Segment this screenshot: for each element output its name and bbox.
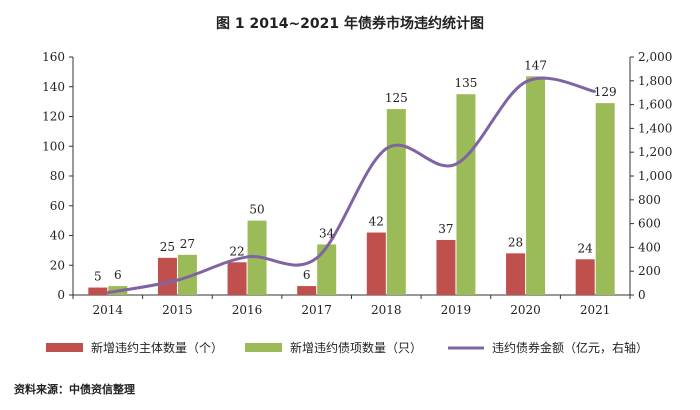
left-tick-label: 120 [42,110,65,124]
bar-new-defaulted-issues [177,254,197,295]
right-tick-label: 1,800 [638,74,672,88]
data-label-issues: 50 [249,203,264,217]
data-label-issues: 125 [385,91,408,105]
line-point-default-amount [106,291,109,294]
x-tick-label: 2015 [162,303,193,317]
left-tick-label: 160 [42,50,65,64]
line-point-default-amount [315,257,318,260]
x-tick-label: 2017 [301,303,332,317]
line-point-default-amount [524,80,527,83]
left-tick-label: 140 [42,80,65,94]
legend-swatch-issues [245,343,282,352]
data-label-entities: 25 [160,240,175,254]
data-label-entities: 28 [508,235,523,249]
line-default-amount [107,76,596,295]
bar-new-defaulted-issues [456,94,476,295]
right-tick-label: 400 [638,240,661,254]
legend-label-entities: 新增违约主体数量（个） [91,340,223,355]
right-tick-label: 1,600 [638,98,672,112]
axes [72,57,631,296]
bars [88,76,615,296]
source-note: 资料来源：中债资信整理 [14,382,135,396]
x-tick-label: 2021 [580,303,611,317]
left-tick-label: 100 [42,139,65,153]
left-axis-ticks: 0 20 40 60 80 100 120 140 160 [42,50,73,302]
data-label-entities: 42 [369,215,384,229]
x-axis-ticks: 2014 2015 2016 2017 2018 2019 2020 2021 [72,295,631,317]
x-tick-label: 2020 [510,303,541,317]
x-tick-label: 2018 [371,303,402,317]
line-point-default-amount [246,255,249,258]
bar-new-defaulted-issues [526,76,546,296]
bar-new-defaulted-entities [88,287,108,295]
data-label-issues: 27 [180,237,195,251]
x-tick-label: 2019 [441,303,472,317]
data-label-issues: 135 [454,76,477,90]
bar-new-defaulted-entities [157,257,177,295]
x-tick-label: 2014 [93,303,124,317]
data-label-entities: 6 [303,268,311,282]
line-point-default-amount [454,163,457,166]
right-tick-label: 1,400 [638,121,672,135]
line-series [106,76,597,295]
left-tick-label: 60 [50,199,65,213]
right-tick-label: 1,000 [638,169,672,183]
bar-new-defaulted-entities [227,262,247,295]
right-tick-label: 800 [638,193,661,207]
left-tick-label: 0 [57,288,65,302]
data-label-issues: 6 [114,268,122,282]
legend-swatch-entities [46,343,83,352]
data-label-issues: 129 [594,85,617,99]
left-tick-label: 20 [50,258,65,272]
right-axis-ticks: 0 200 400 600 800 1,000 1,200 1,400 1,600 1,800 2,… [630,50,672,302]
bar-new-defaulted-issues [595,103,615,295]
bar-new-defaulted-issues [317,244,337,295]
bar-new-defaulted-entities [297,286,317,295]
chart-title: 图 1 2014~2021 年债券市场违约统计图 [216,15,484,32]
legend-label-amount: 违约债券金额（亿元，右轴） [492,340,648,355]
x-tick-label: 2016 [232,303,263,317]
bar-new-defaulted-entities [506,253,526,295]
right-tick-label: 600 [638,217,661,231]
legend: 新增违约主体数量（个） 新增违约债项数量（只） 违约债券金额（亿元，右轴） [46,340,648,355]
line-point-default-amount [385,147,388,150]
bar-new-defaulted-entities [575,259,595,295]
bar-new-defaulted-entities [436,239,456,295]
data-label-entities: 22 [229,244,244,258]
bar-new-defaulted-entities [366,232,386,295]
data-label-issues: 34 [319,226,335,240]
legend-label-issues: 新增违约债项数量（只） [290,340,422,355]
data-label-issues: 147 [524,58,547,72]
right-tick-label: 200 [638,264,661,278]
data-label-entities: 24 [578,241,594,255]
right-tick-label: 1,200 [638,145,672,159]
bar-new-defaulted-issues [386,109,406,295]
line-point-default-amount [594,90,597,93]
right-tick-label: 0 [638,288,646,302]
line-point-default-amount [176,279,179,282]
data-label-entities: 37 [438,222,453,236]
data-label-entities: 5 [94,270,102,284]
left-tick-label: 80 [50,169,65,183]
right-tick-label: 2,000 [638,50,672,64]
left-tick-label: 40 [50,229,65,243]
